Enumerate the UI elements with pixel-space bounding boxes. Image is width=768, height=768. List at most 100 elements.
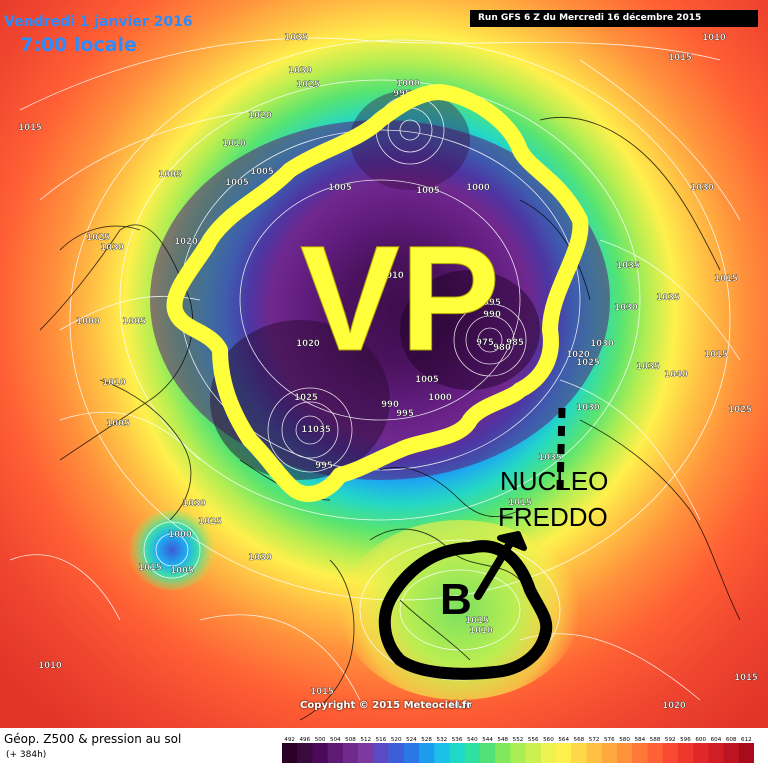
pressure-label: 1025 <box>86 233 110 243</box>
pressure-label: 980 <box>493 343 511 353</box>
pressure-label: 1015 <box>465 616 489 626</box>
pressure-label: 1005 <box>158 170 182 180</box>
pressure-label: 1005 <box>416 186 440 196</box>
pressure-label: 1035 <box>656 293 680 303</box>
legend-tick-label: 508 <box>345 737 356 743</box>
legend-tick-label: 600 <box>695 737 706 743</box>
map-title: Géop. Z500 & pression au sol <box>4 732 182 746</box>
pressure-label: 1015 <box>734 673 758 683</box>
legend-swatch <box>495 743 511 763</box>
legend-swatch <box>601 743 618 763</box>
pressure-label: 1035 <box>284 33 308 43</box>
legend-tick-label: 576 <box>604 737 615 743</box>
legend-swatch <box>342 743 359 763</box>
legend-swatch <box>632 743 648 763</box>
cold-core-dashed-line <box>556 407 566 493</box>
legend-tick-label: 548 <box>497 737 508 743</box>
legend-swatch <box>297 743 313 763</box>
legend-swatch <box>708 743 724 763</box>
legend-tick-label: 516 <box>376 737 387 743</box>
pressure-label: 1005 <box>328 183 352 193</box>
pressure-label: 11035 <box>301 425 331 435</box>
forecast-date: Vendredi 1 janvier 2016 <box>4 14 193 30</box>
legend-swatch <box>525 743 542 763</box>
pressure-label: 995 <box>315 461 333 471</box>
model-run-banner: Run GFS 6 Z du Mercredi 16 décembre 2015 <box>470 10 758 27</box>
low-pressure-label: B <box>440 575 472 624</box>
legend-swatch <box>616 743 633 763</box>
legend-tick-label: 572 <box>589 737 600 743</box>
legend-swatch <box>434 743 450 763</box>
legend-swatch <box>403 743 420 763</box>
legend-swatch <box>388 743 405 763</box>
pressure-label: 1005 <box>250 167 274 177</box>
legend-tick-label: 536 <box>452 737 463 743</box>
legend-tick-label: 580 <box>619 737 630 743</box>
pressure-label: 1010 <box>702 33 726 43</box>
pressure-label: 985 <box>506 338 524 348</box>
pressure-label: 995 <box>396 409 414 419</box>
pressure-label: 1000 <box>168 530 192 540</box>
legend-swatch <box>586 743 603 763</box>
pressure-label: 1030 <box>590 339 614 349</box>
pressure-label: 1015 <box>18 123 42 133</box>
pressure-label: 1005 <box>122 317 146 327</box>
legend-swatch <box>510 743 526 763</box>
pressure-label: 1020 <box>296 339 320 349</box>
pressure-label: 1010 <box>222 139 246 149</box>
legend-tick-label: 584 <box>634 737 645 743</box>
pressure-label: 1030 <box>288 66 312 76</box>
legend-swatch <box>479 743 496 763</box>
pressure-label: 1025 <box>296 80 320 90</box>
legend-tick-label: 520 <box>391 737 402 743</box>
pressure-label: 995 <box>393 89 411 99</box>
pressure-label: 1025 <box>576 358 600 368</box>
freddo-label: FREDDO <box>498 502 608 532</box>
forecast-time: 7:00 locale <box>20 34 137 56</box>
legend-swatch <box>738 743 754 763</box>
polar-vortex-outline <box>166 84 589 502</box>
pressure-label: 1020 <box>662 701 686 711</box>
legend-swatch <box>540 743 557 763</box>
pressure-label: 1010 <box>380 271 404 281</box>
pressure-label: 975 <box>476 338 494 348</box>
copyright: Copyright © 2015 Meteociel.fr <box>300 700 472 711</box>
pressure-label: 1035 <box>616 261 640 271</box>
pressure-label: 1015 <box>714 274 738 284</box>
pressure-label: 1010 <box>469 626 493 636</box>
pressure-label: 1005 <box>106 419 130 429</box>
pressure-label: 1005 <box>415 375 439 385</box>
legend-tick-label: 500 <box>315 737 326 743</box>
pressure-label: 990 <box>483 310 501 320</box>
legend-tick-label: 560 <box>543 737 554 743</box>
legend-swatch <box>373 743 389 763</box>
pressure-label: 990 <box>381 400 399 410</box>
legend-swatch <box>647 743 663 763</box>
low-pressure-outline <box>378 540 553 680</box>
legend-tick-label: 564 <box>558 737 569 743</box>
pressure-label: 1005 <box>170 566 194 576</box>
legend-tick-label: 492 <box>284 737 295 743</box>
legend-tick-label: 556 <box>528 737 539 743</box>
pressure-label: 1035 <box>538 453 562 463</box>
pressure-label: 1030 <box>576 403 600 413</box>
pressure-label: 1015 <box>138 563 162 573</box>
pressure-label: 1015 <box>508 498 532 508</box>
legend-swatch <box>282 743 298 763</box>
pressure-label: 1020 <box>174 237 198 247</box>
pressure-label: 1000 <box>396 79 420 89</box>
pressure-label: 1000 <box>428 393 452 403</box>
pressure-label: 1020 <box>566 350 590 360</box>
legend-swatch <box>571 743 587 763</box>
legend-tick-label: 528 <box>421 737 432 743</box>
legend-swatch <box>449 743 466 763</box>
pressure-label: 1030 <box>248 553 272 563</box>
legend-tick-label: 596 <box>680 737 691 743</box>
legend-swatch <box>358 743 374 763</box>
legend-tick-label: 592 <box>665 737 676 743</box>
legend-tick-label: 568 <box>574 737 585 743</box>
pressure-label: 1015 <box>704 350 728 360</box>
legend-swatch <box>693 743 709 763</box>
legend-tick-label: 496 <box>299 737 310 743</box>
